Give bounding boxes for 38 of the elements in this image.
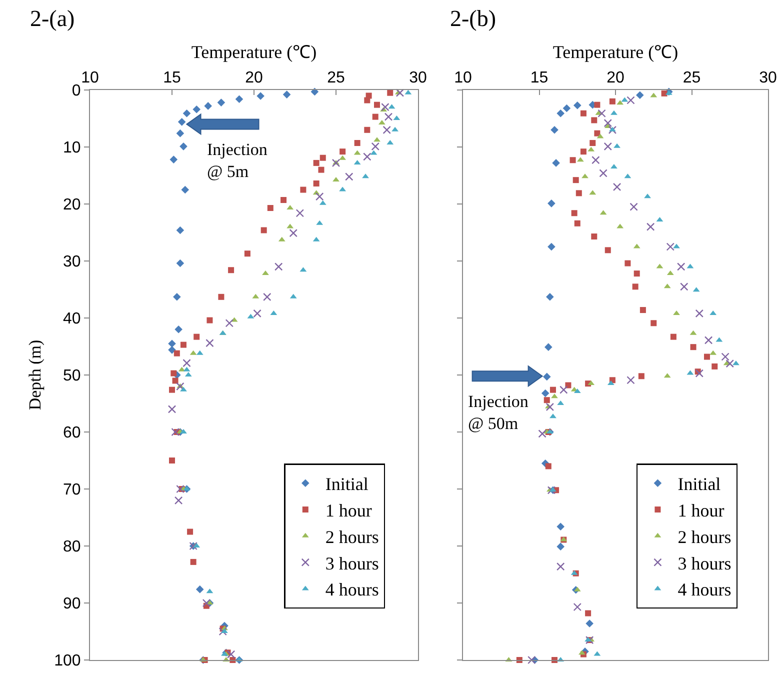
x-tick-label: 25 xyxy=(327,70,345,87)
legend-label: 2 hours xyxy=(678,526,732,547)
y-tick-label: 0 xyxy=(72,82,81,100)
y-tick-label: 60 xyxy=(63,424,81,442)
annotation: Injection @ 50m xyxy=(468,392,529,434)
y-tick-label: 50 xyxy=(63,368,81,385)
x-tick-label: 30 xyxy=(759,70,777,87)
legend-label: 4 hours xyxy=(678,580,732,600)
y-tick-label: 90 xyxy=(63,596,81,613)
y-tick-label: 80 xyxy=(63,538,81,556)
x-tick-label: 15 xyxy=(530,70,548,87)
y-tick-label: 30 xyxy=(63,254,81,271)
x-tick-label: 30 xyxy=(409,70,427,87)
x-tick-label: 20 xyxy=(606,70,624,87)
y-tick-label: 70 xyxy=(63,482,81,499)
x-tick-label: 10 xyxy=(454,70,472,87)
x-tick-label: 15 xyxy=(163,70,181,87)
legend-label: 1 hour xyxy=(678,500,724,521)
x-tick-label: 20 xyxy=(245,70,263,87)
chart-title: 2-(b) xyxy=(450,6,496,31)
legend-label: 2 hours xyxy=(325,526,379,547)
y-axis-title: Depth (m) xyxy=(26,340,45,410)
legend-label: Initial xyxy=(678,474,721,494)
x-axis-title: Temperature (℃) xyxy=(552,42,678,62)
legend-label: 3 hours xyxy=(678,553,732,574)
annotation: Injection @ 5m xyxy=(207,140,268,182)
y-tick-label: 100 xyxy=(54,652,81,670)
x-axis-title: Temperature (℃) xyxy=(191,42,317,62)
legend-label: 4 hours xyxy=(325,580,379,600)
y-tick-label: 40 xyxy=(63,310,81,328)
y-tick-label: 20 xyxy=(63,196,81,214)
x-tick-label: 25 xyxy=(682,70,701,87)
chart-title: 2-(a) xyxy=(30,6,75,31)
y-tick-label: 10 xyxy=(63,140,81,157)
legend-label: 1 hour xyxy=(325,500,372,521)
legend-label: Initial xyxy=(325,474,368,494)
x-tick-label: 10 xyxy=(81,70,99,87)
legend-label: 3 hours xyxy=(325,553,379,574)
